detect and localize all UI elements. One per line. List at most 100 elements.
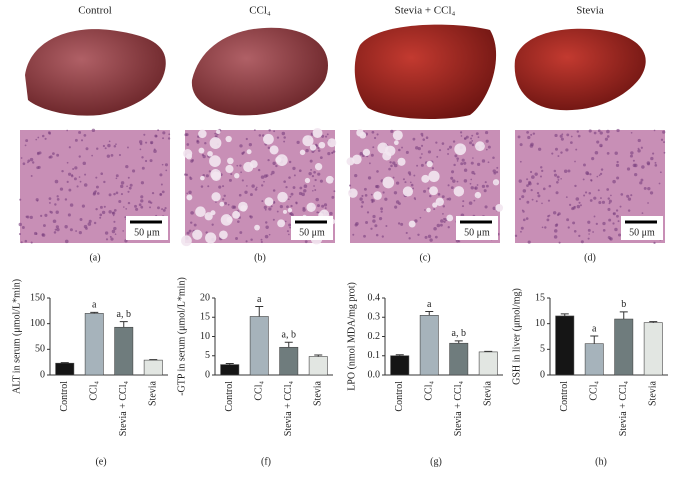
nucleus (526, 184, 529, 188)
nucleus (273, 200, 275, 203)
nucleus (590, 179, 593, 182)
nucleus (401, 146, 403, 149)
nucleus (456, 180, 459, 183)
nucleus (302, 208, 306, 212)
nucleus (124, 239, 128, 243)
nucleus (557, 155, 560, 158)
nucleus (398, 148, 401, 152)
nucleus (44, 137, 47, 140)
nucleus (583, 163, 586, 167)
nucleus (79, 180, 82, 183)
nucleus (536, 191, 540, 195)
nucleus (614, 151, 618, 155)
nucleus (606, 188, 610, 191)
nucleus (92, 192, 96, 196)
nucleus (331, 151, 334, 154)
nucleus (477, 162, 481, 166)
vacuole (205, 232, 217, 244)
vacuole (198, 129, 207, 139)
vacuole (312, 128, 323, 139)
nucleus (520, 230, 522, 233)
nucleus (188, 190, 192, 195)
nucleus (619, 205, 622, 208)
nucleus (236, 164, 239, 167)
nucleus (363, 187, 367, 191)
nucleus (48, 156, 51, 159)
nucleus (144, 159, 148, 163)
nucleus (470, 178, 473, 181)
nucleus (398, 202, 401, 205)
nucleus (601, 200, 606, 204)
nucleus (72, 167, 75, 170)
nucleus (646, 161, 651, 165)
annotation: a, b (282, 330, 296, 341)
nucleus (76, 185, 79, 188)
nucleus (404, 181, 407, 184)
nucleus (83, 183, 88, 187)
nucleus (540, 166, 543, 169)
nucleus (30, 241, 33, 244)
nucleus (222, 198, 225, 201)
nucleus (450, 176, 454, 180)
vacuole (209, 155, 221, 167)
nucleus (260, 184, 264, 187)
nucleus (630, 151, 634, 155)
nucleus (626, 194, 630, 198)
nucleus (528, 183, 530, 185)
nucleus (521, 195, 525, 199)
nucleus (267, 146, 271, 150)
nucleus (627, 209, 631, 212)
vacuole (200, 175, 205, 181)
nucleus (242, 151, 246, 154)
liver-photo (25, 29, 166, 116)
nucleus (437, 192, 441, 196)
vacuole (306, 202, 316, 213)
nucleus (189, 177, 193, 181)
nucleus (569, 141, 573, 145)
nucleus (157, 129, 160, 132)
nucleus (438, 149, 442, 152)
nucleus (364, 194, 368, 197)
nucleus (617, 233, 622, 237)
vacuole (204, 212, 213, 221)
error-bar (149, 359, 158, 361)
nucleus (271, 170, 275, 175)
nucleus (115, 177, 118, 180)
nucleus (94, 190, 97, 193)
nucleus (20, 241, 23, 244)
nucleus (469, 182, 472, 185)
nucleus (378, 216, 383, 221)
nucleus (113, 145, 117, 148)
nucleus (164, 207, 167, 210)
nucleus (375, 233, 379, 237)
nucleus (485, 131, 489, 135)
nucleus (470, 186, 474, 190)
vacuole (211, 192, 221, 202)
nucleus (365, 221, 369, 225)
nucleus (565, 148, 569, 152)
nucleus (518, 197, 522, 201)
nucleus (162, 208, 166, 212)
nucleus (354, 174, 358, 178)
nucleus (496, 166, 499, 169)
nucleus (265, 225, 269, 229)
vacuole (264, 197, 274, 207)
nucleus (310, 169, 312, 171)
nucleus (471, 143, 475, 147)
vacuole (446, 214, 454, 222)
nucleus (587, 220, 591, 224)
nucleus (326, 133, 329, 136)
nucleus (186, 143, 190, 146)
nucleus (371, 199, 375, 203)
nucleus (417, 147, 421, 151)
nucleus (570, 135, 573, 138)
nucleus (380, 207, 383, 211)
vacuole (195, 206, 206, 217)
annotation: b (621, 299, 626, 310)
nucleus (64, 198, 68, 201)
nucleus (451, 170, 455, 174)
nucleus (153, 148, 156, 151)
vacuole (397, 157, 406, 166)
nucleus (317, 204, 320, 208)
